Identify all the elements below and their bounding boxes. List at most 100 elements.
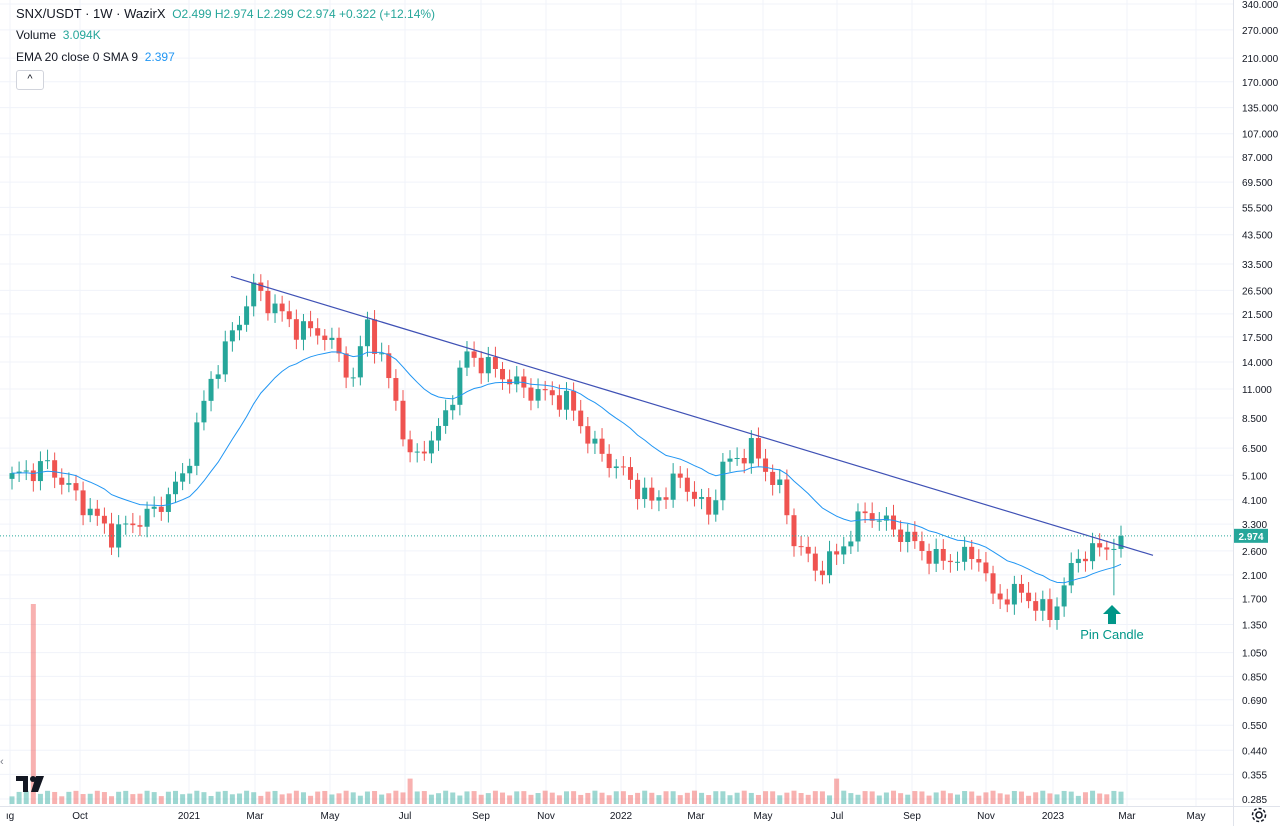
candle-body: [1097, 543, 1103, 548]
volume-bar: [763, 791, 769, 804]
candle-body: [9, 473, 15, 479]
candle-body: [336, 337, 342, 354]
candle-body: [45, 460, 51, 462]
gear-icon[interactable]: [1250, 806, 1268, 827]
candle-body: [684, 477, 690, 492]
chart-legend-symbol: SNX/USDT · 1W · WazirX O2.499 H2.974 L2.…: [16, 6, 435, 21]
volume-bar: [656, 795, 662, 804]
y-tick-label: 55.500: [1242, 203, 1273, 214]
candle-body: [1068, 563, 1074, 586]
candle-body: [905, 531, 911, 542]
volume-bar: [23, 790, 29, 804]
candle-body: [293, 319, 299, 340]
volume-bar: [87, 793, 93, 804]
ema-label[interactable]: EMA 20 close 0 SMA 9: [16, 50, 139, 64]
candle-body: [173, 481, 179, 495]
volume-bar: [684, 792, 690, 804]
y-tick-label: 3.300: [1242, 520, 1267, 531]
volume-bar: [9, 796, 15, 804]
candle-body: [478, 357, 484, 374]
candle-body: [635, 479, 641, 500]
volume-bar: [862, 791, 868, 804]
volume-bar: [905, 794, 911, 804]
candle-body: [308, 321, 314, 329]
scroll-left-icon[interactable]: ‹: [0, 756, 4, 768]
volume-bar: [876, 795, 882, 804]
candle-body: [713, 500, 719, 515]
candle-body: [947, 560, 953, 563]
tradingview-logo-icon[interactable]: [14, 772, 48, 796]
ema-line: [11, 351, 1122, 584]
volume-bar: [649, 792, 655, 804]
candle-body: [1104, 547, 1110, 550]
candle-body: [1061, 585, 1067, 607]
symbol-title[interactable]: SNX/USDT · 1W · WazirX: [16, 6, 166, 21]
volume-bar: [635, 792, 641, 804]
candle-body: [748, 438, 754, 464]
volume-bar: [1090, 790, 1096, 804]
volume-bar: [912, 791, 918, 804]
volume-bar: [841, 790, 847, 804]
y-tick-label: 0.850: [1242, 672, 1267, 683]
collapse-legend-button[interactable]: ^: [16, 70, 44, 90]
volume-bar: [421, 791, 427, 804]
volume-bar: [869, 791, 875, 804]
candle-body: [222, 341, 228, 375]
ohlc-values: O2.499 H2.974 L2.299 C2.974 +0.322 (+12.…: [172, 7, 436, 21]
candle-body: [300, 321, 306, 340]
candle-body: [876, 520, 882, 522]
volume-bar: [542, 790, 548, 804]
volume-bar: [272, 790, 278, 804]
candle-body: [407, 439, 413, 453]
candle-body: [1004, 599, 1010, 605]
volume-bar: [457, 795, 463, 804]
volume-bar: [770, 791, 776, 804]
volume-bar: [1104, 794, 1110, 804]
y-tick-label: 1.700: [1242, 595, 1267, 606]
volume-bar: [1033, 792, 1039, 804]
x-tick-label: 2023: [1042, 811, 1065, 822]
x-tick-label: 2022: [610, 811, 633, 822]
volume-bar: [1018, 791, 1024, 804]
y-tick-label: 135.000: [1242, 104, 1279, 115]
candle-body: [492, 357, 498, 369]
candle-body: [706, 497, 712, 515]
y-tick-label: 11.000: [1242, 385, 1272, 396]
candle-body: [73, 483, 79, 491]
candle-body: [770, 471, 776, 485]
candle-body: [891, 515, 897, 530]
volume-bar: [379, 794, 385, 804]
x-tick-label: Nov: [977, 811, 995, 822]
candle-body: [1118, 535, 1124, 549]
volume-bar: [336, 793, 342, 804]
candle-body: [784, 479, 790, 516]
volume-bar: [123, 790, 129, 804]
volume-label[interactable]: Volume: [16, 28, 57, 42]
x-tick-label: Jul: [831, 811, 844, 822]
candle-body: [613, 466, 619, 469]
volume-bar: [286, 793, 292, 804]
candle-body: [364, 319, 370, 347]
volume-bar: [471, 791, 477, 804]
y-tick-label: 43.500: [1242, 231, 1273, 242]
candle-body: [926, 550, 932, 564]
volume-bar: [222, 790, 228, 804]
candle-body: [372, 319, 378, 354]
volume-bar: [1061, 790, 1067, 804]
volume-bar: [244, 790, 250, 804]
candle-body: [962, 546, 968, 562]
y-tick-label: 17.500: [1242, 333, 1273, 344]
volume-bar: [215, 791, 221, 804]
candle-body: [841, 546, 847, 555]
candle-body: [1033, 601, 1039, 611]
candle-body: [649, 487, 655, 501]
candle-body: [642, 487, 648, 500]
volume-bar: [734, 792, 740, 804]
candle-body: [940, 548, 946, 561]
volume-bar: [805, 794, 811, 804]
volume-bar: [755, 794, 761, 804]
trendline[interactable]: [230, 275, 1154, 556]
candle-body: [80, 490, 86, 516]
candle-body: [805, 546, 811, 554]
